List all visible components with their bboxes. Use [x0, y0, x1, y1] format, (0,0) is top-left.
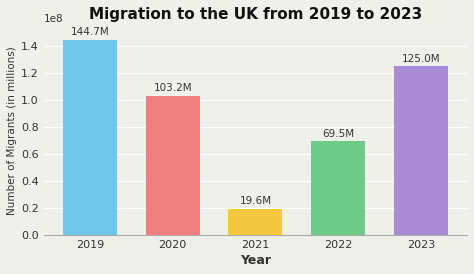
Y-axis label: Number of Migrants (in millions): Number of Migrants (in millions) — [7, 46, 17, 215]
Title: Migration to the UK from 2019 to 2023: Migration to the UK from 2019 to 2023 — [89, 7, 422, 22]
Text: 144.7M: 144.7M — [71, 27, 109, 37]
Text: 125.0M: 125.0M — [401, 54, 440, 64]
Bar — [394, 66, 448, 235]
Text: 69.5M: 69.5M — [322, 129, 354, 139]
Text: 19.6M: 19.6M — [239, 196, 272, 206]
Bar — [63, 40, 117, 235]
Text: 1e8: 1e8 — [44, 14, 64, 24]
Bar — [311, 141, 365, 235]
Bar — [228, 209, 283, 235]
Text: 103.2M: 103.2M — [153, 83, 192, 93]
X-axis label: Year: Year — [240, 254, 271, 267]
Bar — [146, 96, 200, 235]
